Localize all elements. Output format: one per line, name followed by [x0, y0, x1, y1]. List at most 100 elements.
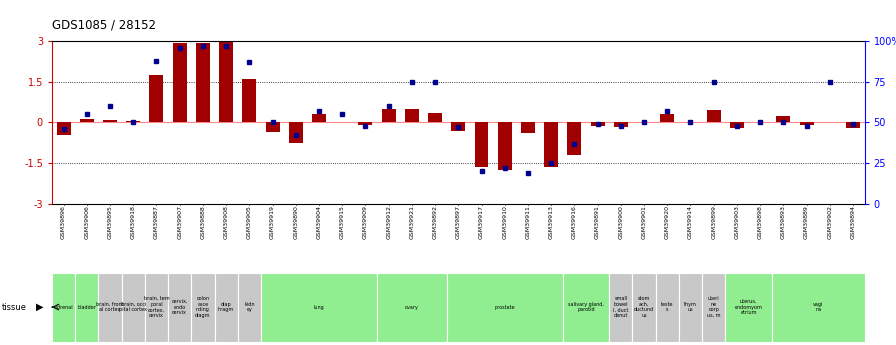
Text: GSM39904: GSM39904 — [316, 205, 322, 239]
Bar — [382, 109, 396, 122]
Text: GSM39896: GSM39896 — [61, 205, 66, 239]
Text: GSM39913: GSM39913 — [548, 205, 554, 239]
Text: GSM39921: GSM39921 — [409, 205, 414, 239]
Text: GSM39905: GSM39905 — [246, 205, 252, 239]
Bar — [150, 75, 163, 122]
Bar — [475, 122, 488, 167]
Bar — [242, 79, 256, 122]
Text: GSM39919: GSM39919 — [270, 205, 275, 239]
Text: GSM39911: GSM39911 — [525, 205, 530, 239]
Bar — [358, 122, 373, 125]
Bar — [103, 120, 117, 122]
Bar — [145, 273, 168, 342]
Text: GSM39917: GSM39917 — [479, 205, 484, 239]
Bar — [214, 273, 237, 342]
Text: thym
us: thym us — [684, 302, 697, 313]
Text: brain, front
al cortex: brain, front al cortex — [96, 302, 124, 313]
Text: diap
hragm: diap hragm — [218, 302, 234, 313]
Bar — [544, 122, 558, 167]
Bar — [52, 273, 75, 342]
Bar — [428, 113, 442, 122]
Bar — [173, 43, 186, 122]
Text: GSM39893: GSM39893 — [781, 205, 786, 239]
Bar — [846, 122, 860, 128]
Bar — [771, 273, 865, 342]
Text: GSM39895: GSM39895 — [108, 205, 113, 239]
Bar — [168, 273, 191, 342]
Text: cervix,
endo
cervix: cervix, endo cervix — [171, 299, 188, 315]
Bar — [563, 273, 609, 342]
Text: GDS1085 / 28152: GDS1085 / 28152 — [52, 18, 156, 31]
Text: GSM39914: GSM39914 — [688, 205, 693, 239]
Text: ▶: ▶ — [36, 302, 43, 312]
Text: GSM39912: GSM39912 — [386, 205, 392, 239]
Text: GSM39901: GSM39901 — [642, 205, 647, 239]
Text: brain, tem
poral
cortex,
cervix: brain, tem poral cortex, cervix — [143, 296, 169, 318]
Text: GSM39908: GSM39908 — [224, 205, 228, 239]
Bar — [452, 122, 465, 130]
Bar — [196, 43, 210, 122]
Text: kidn
ey: kidn ey — [244, 302, 254, 313]
Bar — [498, 122, 512, 170]
Text: small
bowel
I, duct
denut: small bowel I, duct denut — [613, 296, 628, 318]
Text: bladder: bladder — [77, 305, 96, 309]
Text: ovary: ovary — [405, 305, 418, 309]
Bar — [447, 273, 563, 342]
Bar — [312, 115, 326, 122]
Bar — [656, 273, 679, 342]
Bar — [237, 273, 261, 342]
Bar — [702, 273, 726, 342]
Bar — [726, 273, 771, 342]
Bar — [614, 122, 628, 127]
Text: GSM39907: GSM39907 — [177, 205, 182, 239]
Text: GSM39900: GSM39900 — [618, 205, 624, 239]
Text: brain, occi
pital cortex: brain, occi pital cortex — [119, 302, 147, 313]
Text: GSM39892: GSM39892 — [433, 205, 437, 239]
Text: GSM39897: GSM39897 — [456, 205, 461, 239]
Bar — [56, 122, 71, 135]
Text: GSM39887: GSM39887 — [154, 205, 159, 239]
Bar — [707, 110, 720, 122]
Text: uteri
ne
corp
us, m: uteri ne corp us, m — [707, 296, 720, 318]
Text: tissue: tissue — [2, 303, 27, 312]
Text: lung: lung — [314, 305, 324, 309]
Bar — [633, 273, 656, 342]
Bar — [377, 273, 447, 342]
Text: GSM39918: GSM39918 — [131, 205, 135, 239]
Bar — [590, 122, 605, 126]
Text: GSM39920: GSM39920 — [665, 205, 670, 239]
Bar — [777, 116, 790, 122]
Bar — [679, 273, 702, 342]
Text: GSM39898: GSM39898 — [758, 205, 762, 239]
Text: GSM39894: GSM39894 — [850, 205, 856, 239]
Bar — [609, 273, 633, 342]
Bar — [191, 273, 214, 342]
Bar — [521, 122, 535, 133]
Bar — [80, 119, 94, 122]
Text: prostate: prostate — [495, 305, 515, 309]
Text: GSM39891: GSM39891 — [595, 205, 600, 239]
Bar — [261, 273, 377, 342]
Bar — [289, 122, 303, 143]
Text: GSM39910: GSM39910 — [503, 205, 507, 239]
Text: teste
s: teste s — [661, 302, 674, 313]
Text: GSM39903: GSM39903 — [735, 205, 739, 239]
Bar — [122, 273, 145, 342]
Bar — [126, 121, 140, 122]
Bar — [265, 122, 280, 132]
Text: GSM39915: GSM39915 — [340, 205, 345, 239]
Bar — [799, 122, 814, 125]
Text: vagi
na: vagi na — [813, 302, 823, 313]
Text: adrenal: adrenal — [55, 305, 73, 309]
Text: stom
ach,
ductund
us: stom ach, ductund us — [634, 296, 654, 318]
Bar — [567, 122, 582, 155]
Text: uterus,
endomyom
etrium: uterus, endomyom etrium — [735, 299, 762, 315]
Bar — [660, 115, 675, 122]
Text: salivary gland,
parotid: salivary gland, parotid — [568, 302, 604, 313]
Bar — [75, 273, 99, 342]
Text: GSM39899: GSM39899 — [711, 205, 716, 239]
Text: GSM39888: GSM39888 — [201, 205, 205, 239]
Bar — [220, 41, 233, 122]
Text: GSM39909: GSM39909 — [363, 205, 368, 239]
Bar — [730, 122, 744, 128]
